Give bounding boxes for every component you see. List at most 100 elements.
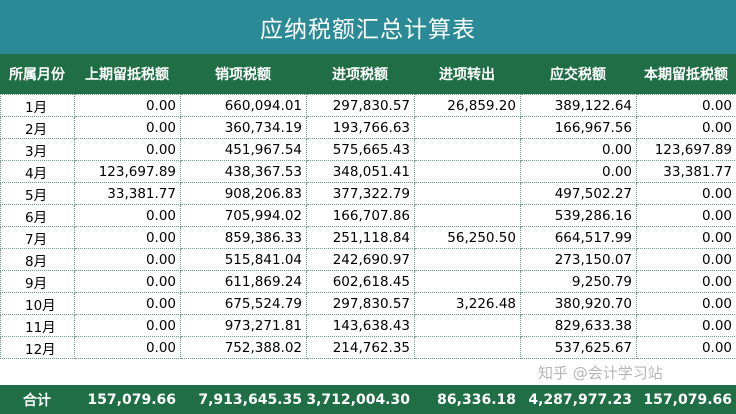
cell-tax-payable[interactable]: 497,502.27: [520, 182, 637, 205]
cell-tax-payable[interactable]: 0.00: [520, 138, 637, 161]
header-current-credit: 本期留抵税额: [644, 67, 728, 83]
cell-month[interactable]: 4月: [0, 160, 75, 183]
cell-tax-payable[interactable]: 380,920.70: [520, 292, 637, 315]
table-row: 8月 0.00 515,841.04 242,690.97 273,150.07 0.00: [0, 248, 736, 271]
cell-current-credit[interactable]: 0.00: [636, 270, 736, 293]
cell-current-credit[interactable]: 0.00: [636, 182, 736, 205]
cell-output-tax[interactable]: 752,388.02: [180, 336, 307, 359]
cell-current-credit[interactable]: 0.00: [636, 94, 736, 117]
cell-previous-credit[interactable]: 0.00: [74, 226, 181, 249]
cell-previous-credit[interactable]: 0.00: [74, 204, 181, 227]
total-tax-payable: 4,287,977.23: [528, 391, 632, 408]
total-month: 合计: [23, 392, 51, 409]
table-row: 12月 0.00 752,388.02 214,762.35 537,625.67 0.0…: [0, 336, 736, 359]
cell-input-tax[interactable]: 166,707.86: [306, 204, 415, 227]
table-row: 5月 33,381.77 908,206.83 377,322.79 497,502.2…: [0, 182, 736, 205]
cell-month[interactable]: 2月: [0, 116, 75, 139]
cell-output-tax[interactable]: 675,524.79: [180, 292, 307, 315]
cell-tax-payable[interactable]: 9,250.79: [520, 270, 637, 293]
cell-input-transfer-out[interactable]: [414, 248, 521, 271]
cell-input-tax[interactable]: 242,690.97: [306, 248, 415, 271]
cell-current-credit[interactable]: 33,381.77: [636, 160, 736, 183]
cell-tax-payable[interactable]: 539,286.16: [520, 204, 637, 227]
cell-output-tax[interactable]: 611,869.24: [180, 270, 307, 293]
cell-previous-credit[interactable]: 0.00: [74, 116, 181, 139]
cell-previous-credit[interactable]: 0.00: [74, 248, 181, 271]
cell-output-tax[interactable]: 705,994.02: [180, 204, 307, 227]
total-input-tax: 3,712,004.30: [306, 391, 410, 408]
cell-input-transfer-out[interactable]: [414, 270, 521, 293]
cell-previous-credit[interactable]: 0.00: [74, 314, 181, 337]
cell-month[interactable]: 5月: [0, 182, 75, 205]
cell-month[interactable]: 7月: [0, 226, 75, 249]
cell-input-transfer-out[interactable]: [414, 160, 521, 183]
cell-month[interactable]: 3月: [0, 138, 75, 161]
cell-tax-payable[interactable]: 166,967.56: [520, 116, 637, 139]
cell-current-credit[interactable]: 0.00: [636, 314, 736, 337]
cell-input-transfer-out[interactable]: [414, 314, 521, 337]
table-row: 10月 0.00 675,524.79 297,830.57 3,226.48 380,9…: [0, 292, 736, 315]
cell-output-tax[interactable]: 515,841.04: [180, 248, 307, 271]
cell-input-transfer-out[interactable]: 56,250.50: [414, 226, 521, 249]
cell-month[interactable]: 6月: [0, 204, 75, 227]
cell-output-tax[interactable]: 973,271.81: [180, 314, 307, 337]
cell-output-tax[interactable]: 360,734.19: [180, 116, 307, 139]
table-title: 应纳税额汇总计算表: [0, 0, 736, 54]
table-row: 9月 0.00 611,869.24 602,618.45 9,250.79 0.00: [0, 270, 736, 293]
cell-tax-payable[interactable]: 537,625.67: [520, 336, 637, 359]
cell-output-tax[interactable]: 660,094.01: [180, 94, 307, 117]
header-previous-credit: 上期留抵税额: [85, 67, 169, 83]
cell-output-tax[interactable]: 908,206.83: [180, 182, 307, 205]
cell-input-tax[interactable]: 348,051.41: [306, 160, 415, 183]
cell-input-tax[interactable]: 377,322.79: [306, 182, 415, 205]
cell-tax-payable[interactable]: 664,517.99: [520, 226, 637, 249]
cell-output-tax[interactable]: 451,967.54: [180, 138, 307, 161]
header-input-transfer-out: 进项转出: [439, 67, 495, 83]
cell-input-transfer-out[interactable]: 3,226.48: [414, 292, 521, 315]
header-output-tax: 销项税额: [215, 67, 271, 83]
header-input-tax: 进项税额: [332, 67, 388, 83]
cell-tax-payable[interactable]: 273,150.07: [520, 248, 637, 271]
cell-input-transfer-out[interactable]: [414, 182, 521, 205]
cell-previous-credit[interactable]: 33,381.77: [74, 182, 181, 205]
cell-input-tax[interactable]: 297,830.57: [306, 94, 415, 117]
cell-current-credit[interactable]: 123,697.89: [636, 138, 736, 161]
cell-input-tax[interactable]: 297,830.57: [306, 292, 415, 315]
cell-current-credit[interactable]: 0.00: [636, 336, 736, 359]
cell-current-credit[interactable]: 0.00: [636, 116, 736, 139]
cell-previous-credit[interactable]: 0.00: [74, 292, 181, 315]
cell-tax-payable[interactable]: 389,122.64: [520, 94, 637, 117]
cell-input-transfer-out[interactable]: 26,859.20: [414, 94, 521, 117]
cell-previous-credit[interactable]: 0.00: [74, 270, 181, 293]
cell-input-transfer-out[interactable]: [414, 204, 521, 227]
cell-previous-credit[interactable]: 123,697.89: [74, 160, 181, 183]
cell-tax-payable[interactable]: 0.00: [520, 160, 637, 183]
cell-tax-payable[interactable]: 829,633.38: [520, 314, 637, 337]
cell-current-credit[interactable]: 0.00: [636, 292, 736, 315]
cell-input-tax[interactable]: 251,118.84: [306, 226, 415, 249]
cell-month[interactable]: 12月: [0, 336, 75, 359]
cell-month[interactable]: 8月: [0, 248, 75, 271]
cell-month[interactable]: 11月: [0, 314, 75, 337]
cell-previous-credit[interactable]: 0.00: [74, 138, 181, 161]
cell-input-tax[interactable]: 214,762.35: [306, 336, 415, 359]
cell-current-credit[interactable]: 0.00: [636, 248, 736, 271]
table-row: 6月 0.00 705,994.02 166,707.86 539,286.16 0.00: [0, 204, 736, 227]
cell-previous-credit[interactable]: 0.00: [74, 94, 181, 117]
cell-month[interactable]: 1月: [0, 94, 75, 117]
cell-output-tax[interactable]: 438,367.53: [180, 160, 307, 183]
total-input-transfer-out: 86,336.18: [437, 391, 516, 408]
cell-previous-credit[interactable]: 0.00: [74, 336, 181, 359]
cell-month[interactable]: 9月: [0, 270, 75, 293]
cell-input-tax[interactable]: 602,618.45: [306, 270, 415, 293]
cell-input-tax[interactable]: 575,665.43: [306, 138, 415, 161]
cell-input-transfer-out[interactable]: [414, 116, 521, 139]
cell-current-credit[interactable]: 0.00: [636, 204, 736, 227]
cell-input-tax[interactable]: 193,766.63: [306, 116, 415, 139]
cell-output-tax[interactable]: 859,386.33: [180, 226, 307, 249]
cell-input-tax[interactable]: 143,638.43: [306, 314, 415, 337]
cell-input-transfer-out[interactable]: [414, 336, 521, 359]
cell-input-transfer-out[interactable]: [414, 138, 521, 161]
cell-current-credit[interactable]: 0.00: [636, 226, 736, 249]
cell-month[interactable]: 10月: [0, 292, 75, 315]
